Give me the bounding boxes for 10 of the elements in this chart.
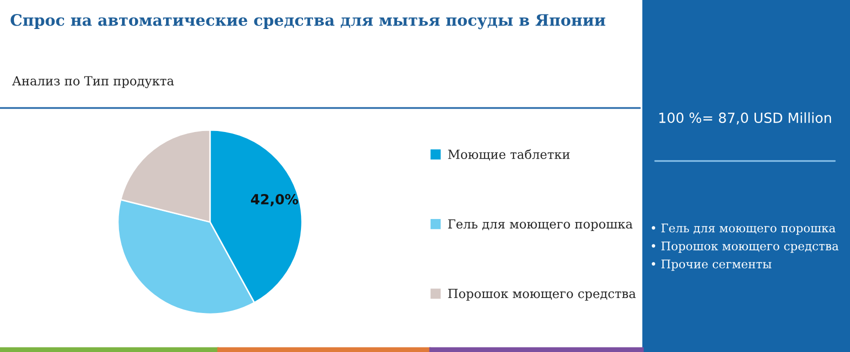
data-label: 42,0% bbox=[250, 194, 298, 206]
chart-subtitle: Анализ по Тип продукта bbox=[12, 76, 174, 88]
legend-label: Гель для моющего порошка bbox=[448, 219, 633, 232]
chart-title: Спрос на автоматические средства для мытья посуды в Японии bbox=[10, 14, 606, 30]
text: • Порошок моющего средства bbox=[652, 242, 838, 253]
legend-label: Моющие таблетки bbox=[448, 149, 570, 161]
legend-label: Порошок моющего средства bbox=[448, 288, 636, 301]
text: • Гель для моющего порошка bbox=[652, 224, 836, 235]
text: • Прочие сегменты bbox=[652, 260, 772, 271]
text: 100 %= 87,0 USD Million bbox=[659, 112, 831, 124]
